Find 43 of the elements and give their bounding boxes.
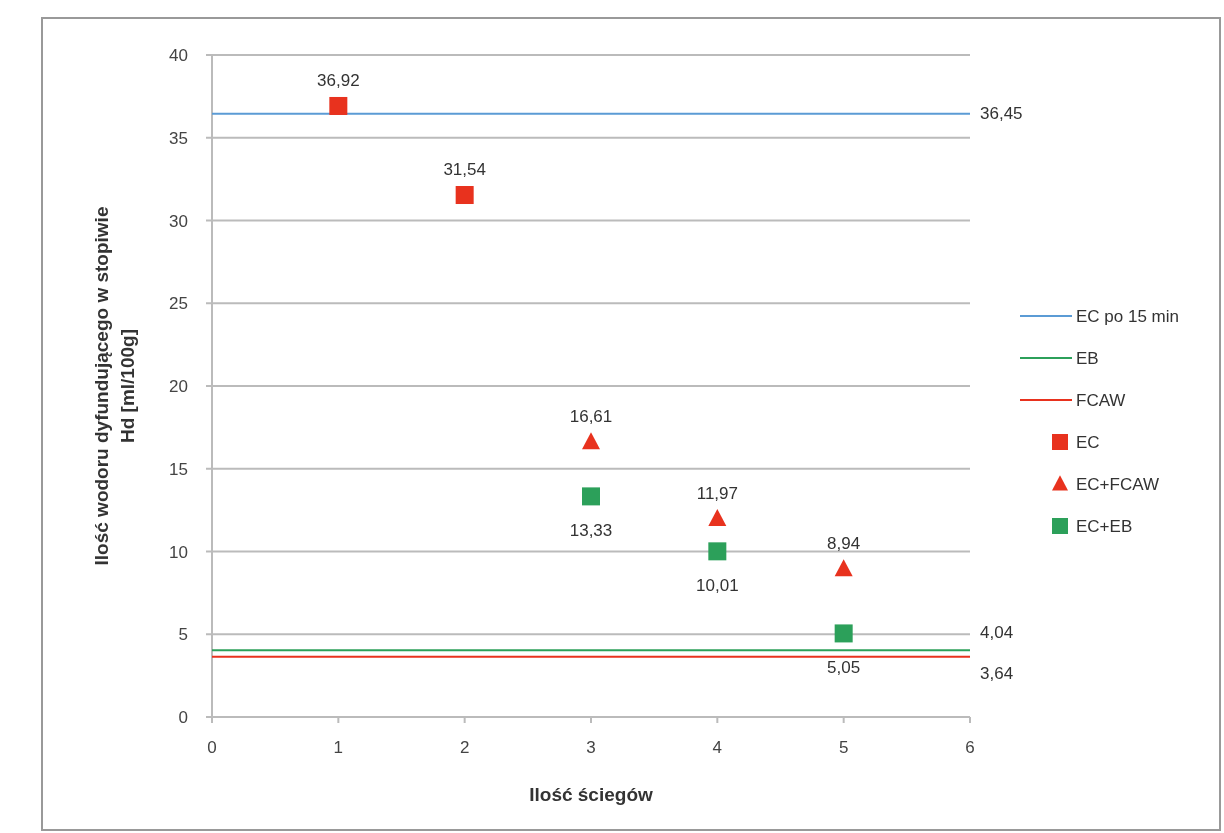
data-label: 16,61 — [569, 407, 613, 427]
legend-label: EC po 15 min — [1076, 307, 1179, 326]
data-label: 13,33 — [569, 521, 613, 541]
x-tick-label: 4 — [712, 738, 723, 757]
y-tick-label: 40 — [169, 46, 188, 65]
legend-label: EC+EB — [1076, 517, 1133, 536]
y-tick-label: 5 — [178, 625, 188, 645]
point — [455, 186, 474, 205]
y-tick-label: 25 — [169, 294, 188, 314]
x-tick-label: 0 — [207, 738, 217, 757]
legend-label: EB — [1076, 349, 1099, 368]
y-tick-label: 30 — [169, 211, 188, 231]
data-label: 36,45 — [980, 103, 1023, 123]
data-label: 8,94 — [827, 534, 861, 554]
point — [834, 559, 853, 577]
y-tick-label: 10 — [169, 542, 188, 562]
data-label: 10,01 — [696, 576, 739, 596]
x-axis-title: Ilość ściegów — [529, 784, 653, 805]
x-tick-label: 5 — [838, 738, 849, 757]
y-tick-label: 35 — [169, 128, 188, 148]
point — [834, 624, 853, 643]
data-label: 4,04 — [980, 623, 1014, 643]
y-tick-label: 20 — [169, 377, 188, 396]
y-tick-label: 15 — [169, 459, 188, 479]
point — [708, 509, 727, 527]
x-tick-label: 2 — [459, 738, 470, 757]
point — [708, 542, 727, 561]
point — [329, 96, 348, 115]
x-tick-label: 6 — [965, 738, 975, 757]
point — [582, 487, 600, 506]
legend-label: FCAW — [1076, 391, 1126, 410]
x-tick-label: 1 — [333, 738, 344, 757]
data-label: 5,05 — [827, 658, 861, 678]
y-axis-title: Ilość wodoru dyfundującego w stopiwie Hd [ml/100g] — [91, 206, 138, 566]
data-label: 36,92 — [317, 70, 360, 90]
legend-label: EC+FCAW — [1076, 475, 1159, 494]
point — [582, 432, 600, 450]
data-label: 3,64 — [980, 663, 1014, 683]
data-label: 11,97 — [696, 483, 738, 503]
data-label: 31,54 — [443, 160, 486, 180]
x-tick-label: 3 — [586, 738, 596, 757]
legend-label: EC — [1076, 433, 1100, 452]
y-tick-label: 0 — [178, 708, 188, 727]
